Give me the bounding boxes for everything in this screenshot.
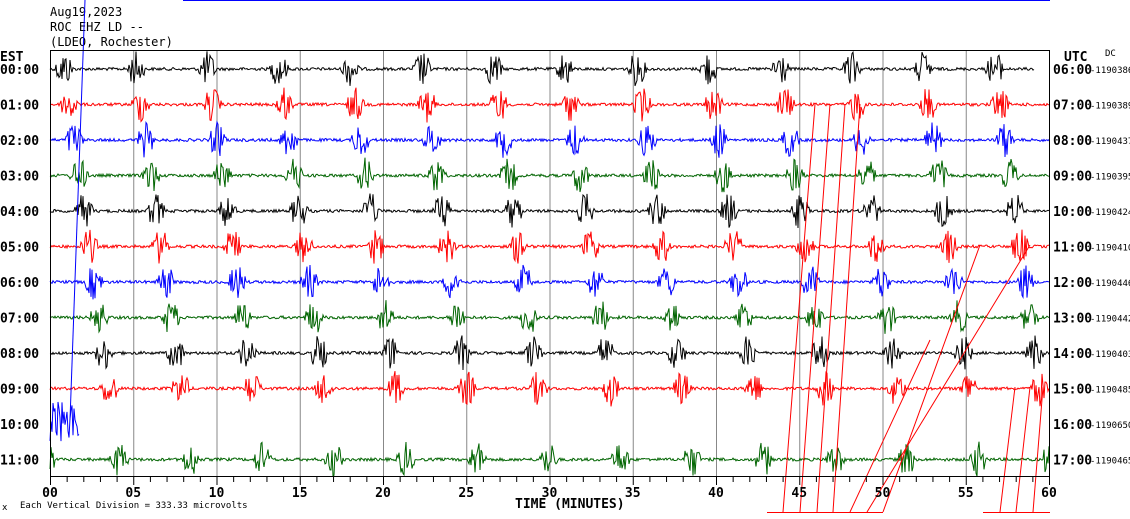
- footer-scale: Each Vertical Division = 333.33 microvol…: [20, 501, 248, 511]
- utc-hour-label: 13:00: [1053, 312, 1092, 327]
- trace-0900: [49, 371, 1050, 407]
- overflow-line: [832, 103, 861, 513]
- overflow-line: [866, 244, 1031, 513]
- dc-offset-value: -1190395: [1090, 173, 1130, 183]
- x-tick-label: 25: [458, 486, 474, 501]
- est-hour-label: 05:00: [0, 241, 39, 256]
- dc-offset-value: -1190410: [1090, 244, 1130, 254]
- x-tick-label: 20: [375, 486, 391, 501]
- dc-label: DC: [1105, 49, 1116, 59]
- dc-offset-value: -1190403: [1090, 350, 1130, 360]
- est-hour-label: 04:00: [0, 205, 39, 220]
- est-hour-label: 06:00: [0, 276, 39, 291]
- dc-offset-value: -1190424: [1090, 208, 1130, 218]
- utc-axis-label: UTC: [1064, 50, 1087, 65]
- overflow-line: [882, 244, 981, 513]
- title-station: ROC EHZ LD --: [50, 20, 144, 34]
- est-hour-label: 01:00: [0, 99, 39, 114]
- trace-0000: [49, 50, 1035, 87]
- title-network: (LDEO, Rochester): [50, 35, 173, 49]
- est-axis-label: EST: [0, 50, 24, 65]
- trace-0500: [49, 229, 1050, 264]
- x-tick-label: 15: [292, 486, 308, 501]
- grid: [133, 50, 967, 476]
- trace-overflow-lines: [69, 0, 1050, 513]
- trace-0300: [49, 157, 1050, 193]
- x-axis-label: TIME (MINUTES): [515, 497, 625, 512]
- utc-hour-label: 07:00: [1053, 99, 1092, 114]
- overflow-line: [999, 386, 1016, 513]
- trace-0800: [49, 335, 1050, 371]
- overflow-line: [1015, 386, 1031, 513]
- dc-offset-value: -1190386: [1090, 66, 1130, 76]
- est-hour-label: 03:00: [0, 170, 39, 185]
- trace-0200: [49, 120, 1050, 158]
- utc-hour-label: 15:00: [1053, 383, 1092, 398]
- x-tick-label: 60: [1041, 486, 1057, 501]
- trace-0100: [50, 87, 1050, 123]
- trace-1000: [49, 401, 80, 442]
- dc-offset-value: -1190442: [1090, 315, 1130, 325]
- est-hour-label: 00:00: [0, 63, 39, 78]
- est-hour-label: 09:00: [0, 383, 39, 398]
- dc-offset-value: -1190485: [1090, 386, 1130, 396]
- dc-offset-value: -1190446: [1090, 279, 1130, 289]
- x-tick-label: 00: [42, 486, 58, 501]
- utc-hour-label: 12:00: [1053, 276, 1092, 291]
- utc-hour-label: 14:00: [1053, 347, 1092, 362]
- title-date: Aug19,2023: [50, 5, 122, 19]
- trace-0600: [49, 264, 1050, 300]
- x-axis: 00 05 10 15 20 25 30 35 40 45 50 55 60: [42, 476, 1057, 501]
- est-hour-label: 07:00: [0, 312, 39, 327]
- overflow-line: [782, 103, 816, 513]
- overflow-line: [69, 0, 86, 421]
- x-tick-label: 40: [708, 486, 724, 501]
- est-hour-label: 11:00: [0, 454, 39, 469]
- utc-hour-label: 17:00: [1053, 454, 1092, 469]
- x-tick-label: 50: [875, 486, 891, 501]
- dc-offset-value: -1190650: [1090, 421, 1130, 431]
- utc-hour-label: 11:00: [1053, 241, 1092, 256]
- footer-mark: x: [2, 503, 8, 513]
- trace-0700: [49, 300, 1050, 334]
- trace-0400: [49, 193, 1050, 229]
- x-tick-label: 35: [625, 486, 641, 501]
- overflow-line: [799, 103, 831, 513]
- traces: [49, 50, 1050, 478]
- overflow-line: [849, 339, 931, 513]
- utc-hour-label: 09:00: [1053, 170, 1092, 185]
- x-tick-label: 05: [125, 486, 141, 501]
- est-hour-label: 10:00: [0, 418, 39, 433]
- est-hour-label: 08:00: [0, 347, 39, 362]
- est-hour-label: 02:00: [0, 134, 39, 149]
- x-tick-label: 55: [958, 486, 974, 501]
- x-tick-label: 10: [209, 486, 225, 501]
- dc-offset-value: -1190465: [1090, 457, 1130, 467]
- dc-offset-value: -1190389: [1090, 102, 1130, 112]
- overflow-line: [816, 103, 846, 513]
- x-tick-label: 45: [791, 486, 807, 501]
- utc-hour-label: 08:00: [1053, 134, 1092, 149]
- dc-offset-value: -1190437: [1090, 137, 1130, 147]
- utc-hour-label: 06:00: [1053, 63, 1092, 78]
- utc-hour-label: 10:00: [1053, 205, 1092, 220]
- overflow-line: [1032, 386, 1044, 513]
- utc-hour-label: 16:00: [1053, 418, 1092, 433]
- trace-1100: [49, 441, 1050, 478]
- x-tick-label: 30: [542, 486, 558, 501]
